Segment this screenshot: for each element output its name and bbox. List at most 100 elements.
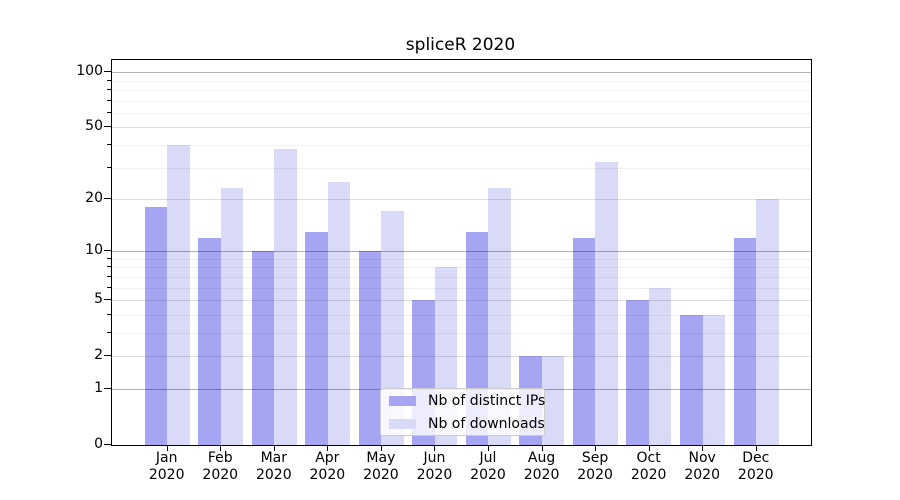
bar-distinct-ips-may [358, 251, 382, 445]
x-tick-label-nov: Nov 2020 [684, 450, 720, 483]
x-tick-label-aug: Aug 2020 [523, 450, 560, 483]
bar-downloads-sep [595, 162, 618, 445]
bar-downloads-jul [488, 188, 511, 445]
bar-distinct-ips-apr [305, 231, 328, 445]
x-tick-mark-may [380, 445, 382, 451]
y-tick-mark-5 [104, 299, 111, 301]
x-tick-label-jun: Jun 2020 [416, 450, 453, 483]
y-gridline-20 [112, 199, 811, 200]
bar-downloads-feb [220, 188, 244, 445]
y-tick-mark-20 [104, 198, 111, 199]
y-minor-tick-mark-30 [107, 166, 111, 168]
y-gridline-60 [112, 112, 811, 114]
bar-downloads-oct [648, 287, 672, 445]
y-tick-mark-50 [104, 126, 111, 128]
bar-downloads-apr [327, 181, 351, 445]
x-tick-mark-mar [273, 445, 275, 451]
y-gridline-8 [112, 267, 811, 269]
x-tick-mark-feb [220, 445, 222, 451]
bar-downloads-may [381, 211, 404, 445]
y-minor-tick-mark-8 [107, 266, 111, 268]
legend-item-distinct-ips: Nb of distinct IPs [389, 391, 545, 411]
y-gridline-90 [112, 80, 811, 82]
bar-distinct-ips-jan [144, 207, 167, 445]
y-minor-tick-mark-40 [107, 143, 111, 145]
x-tick-mark-jul [488, 445, 489, 451]
x-tick-mark-sep [595, 445, 597, 451]
y-gridline-70 [112, 100, 811, 102]
x-tick-label-sep: Sep 2020 [577, 450, 613, 483]
x-tick-mark-jun [434, 445, 436, 451]
x-tick-label-dec: Dec 2020 [737, 450, 774, 483]
legend-label-downloads: Nb of downloads [428, 415, 545, 432]
y-gridline-5 [112, 300, 811, 302]
x-tick-label-jan: Jan 2020 [148, 450, 185, 483]
y-tick-label-2: 2 [94, 347, 103, 364]
bar-distinct-ips-sep [572, 237, 596, 445]
y-minor-tick-mark-3 [107, 331, 111, 333]
y-gridline-4 [112, 314, 811, 316]
y-tick-mark-10 [104, 250, 111, 252]
y-gridline-7 [112, 276, 811, 278]
y-gridline-100 [112, 72, 811, 74]
y-minor-tick-mark-60 [107, 111, 111, 113]
y-tick-label-20: 20 [85, 190, 103, 206]
x-tick-mark-nov [702, 445, 704, 451]
y-gridline-2 [112, 356, 811, 358]
y-gridline-3 [112, 332, 811, 334]
y-gridline-6 [112, 287, 811, 289]
bar-distinct-ips-dec [733, 237, 757, 445]
y-gridline-9 [112, 258, 811, 260]
y-minor-tick-mark-6 [107, 286, 111, 288]
y-tick-label-0: 0 [94, 436, 103, 452]
y-gridline-80 [112, 89, 811, 91]
bar-distinct-ips-feb [198, 237, 221, 445]
y-gridline-10 [112, 251, 811, 253]
bar-distinct-ips-mar [251, 251, 275, 445]
y-tick-mark-2 [104, 355, 111, 357]
x-tick-mark-oct [648, 445, 650, 451]
legend-item-downloads: Nb of downloads [389, 414, 545, 434]
x-tick-label-mar: Mar 2020 [255, 450, 292, 483]
y-tick-label-10: 10 [85, 242, 103, 259]
x-tick-label-may: May 2020 [363, 450, 399, 483]
y-minor-tick-mark-9 [107, 257, 111, 259]
bar-distinct-ips-oct [626, 300, 649, 445]
y-tick-label-5: 5 [94, 291, 103, 308]
y-minor-tick-mark-80 [107, 88, 111, 90]
chart-title: spliceR 2020 [405, 35, 516, 55]
bar-distinct-ips-nov [680, 314, 703, 445]
y-minor-tick-mark-90 [107, 79, 111, 81]
x-tick-label-apr: Apr 2020 [309, 450, 346, 483]
bar-downloads-mar [274, 148, 297, 445]
y-tick-label-100: 100 [76, 63, 103, 80]
bar-downloads-jan [167, 144, 190, 445]
legend: Nb of distinct IPs Nb of downloads [380, 388, 545, 436]
bar-downloads-aug [541, 356, 565, 445]
y-tick-mark-0 [104, 444, 111, 445]
y-gridline-30 [112, 167, 811, 169]
x-tick-label-oct: Oct 2020 [630, 450, 667, 483]
y-minor-tick-mark-70 [107, 99, 111, 101]
legend-swatch-downloads [389, 418, 416, 429]
x-tick-mark-jan [166, 445, 168, 451]
y-gridline-50 [112, 127, 811, 129]
plot-area [111, 59, 812, 446]
legend-swatch-distinct-ips [389, 395, 416, 406]
bar-downloads-dec [756, 199, 779, 445]
y-minor-tick-mark-7 [107, 275, 111, 277]
y-tick-label-50: 50 [85, 118, 103, 135]
y-tick-label-1: 1 [94, 379, 103, 396]
x-tick-mark-dec [755, 445, 757, 451]
x-tick-mark-aug [541, 445, 543, 451]
x-tick-label-feb: Feb 2020 [202, 450, 239, 483]
y-gridline-40 [112, 144, 811, 146]
y-tick-mark-100 [104, 71, 111, 73]
y-tick-mark-1 [104, 387, 111, 389]
bar-downloads-nov [702, 314, 725, 445]
legend-label-distinct-ips: Nb of distinct IPs [428, 392, 546, 409]
x-tick-label-jul: Jul 2020 [470, 450, 506, 483]
y-minor-tick-mark-4 [107, 313, 111, 315]
x-tick-mark-apr [327, 445, 329, 451]
